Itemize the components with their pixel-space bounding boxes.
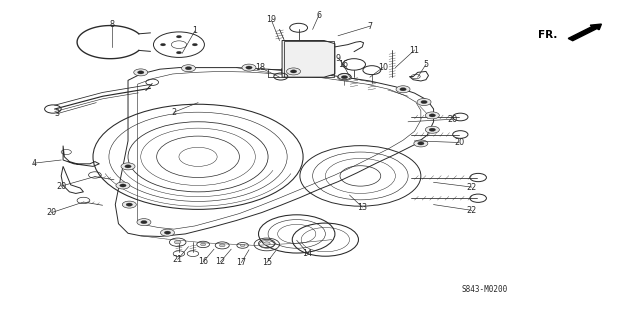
Circle shape — [120, 184, 126, 187]
Text: 13: 13 — [357, 203, 367, 212]
Text: 20: 20 — [454, 138, 464, 147]
Circle shape — [242, 64, 256, 71]
Circle shape — [426, 126, 440, 133]
Text: 12: 12 — [215, 258, 225, 267]
Circle shape — [338, 74, 352, 81]
Circle shape — [241, 244, 245, 246]
Text: 19: 19 — [266, 15, 276, 24]
Polygon shape — [282, 41, 335, 77]
Text: 16: 16 — [198, 258, 208, 267]
Text: 15: 15 — [262, 258, 272, 267]
Circle shape — [263, 242, 270, 245]
Circle shape — [400, 88, 406, 91]
Circle shape — [138, 71, 144, 74]
Circle shape — [341, 76, 348, 79]
Text: 9: 9 — [336, 53, 341, 62]
Circle shape — [161, 229, 174, 236]
Text: 8: 8 — [110, 20, 115, 29]
Text: 17: 17 — [236, 258, 246, 267]
Circle shape — [200, 243, 205, 246]
Text: 22: 22 — [466, 183, 477, 192]
Circle shape — [219, 244, 225, 247]
Text: 2: 2 — [171, 108, 177, 117]
Text: FR.: FR. — [538, 30, 558, 40]
Text: S843-M0200: S843-M0200 — [461, 284, 508, 293]
Circle shape — [417, 99, 431, 106]
Text: 10: 10 — [378, 63, 388, 72]
Circle shape — [176, 36, 181, 38]
Circle shape — [421, 100, 427, 104]
Text: 4: 4 — [31, 159, 36, 168]
Text: 6: 6 — [316, 11, 322, 20]
Circle shape — [246, 66, 252, 69]
Circle shape — [192, 44, 197, 46]
Text: 1: 1 — [193, 27, 197, 36]
Circle shape — [126, 203, 133, 206]
Circle shape — [141, 220, 147, 224]
Circle shape — [121, 163, 135, 170]
Circle shape — [174, 241, 181, 244]
Circle shape — [165, 231, 171, 234]
Text: 20: 20 — [448, 115, 457, 124]
Circle shape — [429, 128, 436, 131]
Circle shape — [181, 65, 195, 72]
Circle shape — [185, 67, 191, 70]
Circle shape — [137, 219, 151, 226]
Text: 5: 5 — [424, 60, 429, 69]
Text: 21: 21 — [173, 255, 182, 264]
Text: 18: 18 — [255, 63, 265, 72]
Circle shape — [161, 44, 166, 46]
Text: 16: 16 — [338, 60, 348, 69]
Circle shape — [396, 86, 410, 93]
Circle shape — [286, 68, 300, 75]
Text: 22: 22 — [466, 206, 477, 215]
FancyArrow shape — [568, 24, 602, 41]
Circle shape — [125, 165, 131, 168]
Circle shape — [290, 70, 297, 73]
Circle shape — [116, 182, 130, 189]
Circle shape — [134, 69, 148, 76]
Circle shape — [418, 142, 424, 145]
Text: 11: 11 — [410, 45, 420, 55]
Text: 3: 3 — [54, 109, 59, 118]
Circle shape — [426, 112, 440, 119]
Text: 7: 7 — [367, 22, 373, 31]
Circle shape — [122, 201, 137, 208]
Text: 14: 14 — [302, 249, 313, 258]
Circle shape — [176, 51, 181, 54]
Circle shape — [429, 114, 436, 117]
Text: 20: 20 — [56, 182, 66, 191]
Circle shape — [414, 140, 428, 147]
Text: 20: 20 — [47, 208, 57, 217]
